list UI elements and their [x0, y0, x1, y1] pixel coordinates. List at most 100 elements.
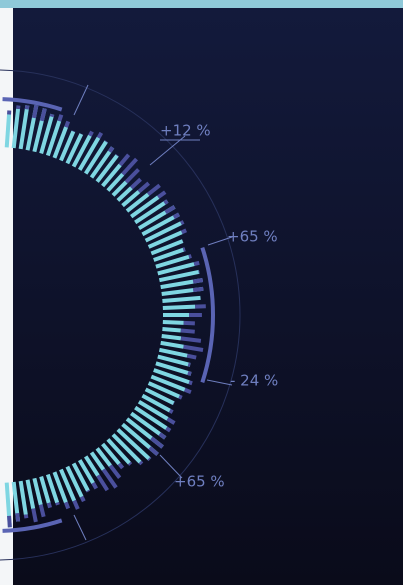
bar-outer: [187, 371, 192, 376]
bar-inner: [125, 192, 150, 213]
bar-inner: [121, 190, 141, 208]
bar-outer: [46, 502, 52, 509]
bar-outer: [180, 228, 188, 235]
bar-inner: [45, 120, 62, 157]
annotation: - 24 %: [230, 372, 278, 390]
bar-inner: [147, 381, 181, 399]
bar-inner: [144, 221, 182, 243]
bar-outer: [146, 183, 161, 196]
bar-outer: [180, 328, 195, 334]
bar-outer: [64, 120, 71, 128]
left-strip: [0, 8, 13, 585]
bar-inner: [106, 172, 125, 192]
leader-line: [159, 454, 183, 479]
bar-outer: [96, 474, 109, 492]
bar-outer: [72, 499, 80, 510]
annotation: +12 %: [160, 122, 211, 140]
bar-inner: [162, 304, 196, 310]
bar-inner: [52, 471, 68, 504]
bar-inner: [162, 320, 184, 325]
bar-outer: [166, 417, 176, 425]
bar-inner: [162, 326, 181, 333]
bar-inner: [111, 433, 142, 464]
bar-outer: [137, 181, 151, 194]
bar-inner: [89, 146, 115, 179]
annotation: +65 %: [227, 228, 278, 246]
bar-outer: [88, 130, 94, 137]
leader-line: [73, 514, 87, 541]
bar-outer: [101, 468, 118, 489]
bar-inner: [158, 269, 200, 283]
bar-outer: [107, 146, 115, 153]
bar-inner: [45, 473, 60, 504]
bar-outer: [31, 104, 39, 119]
bar-inner: [147, 230, 183, 249]
bar-outer: [158, 432, 167, 440]
bar-outer: [24, 105, 30, 110]
bar-inner: [155, 361, 192, 376]
bar-inner: [150, 239, 184, 256]
bar-inner: [18, 105, 30, 150]
bar-outer: [130, 177, 142, 190]
bar-inner: [89, 451, 106, 471]
bar-outer: [184, 387, 192, 395]
bar-outer: [157, 190, 167, 199]
bar-outer: [187, 362, 191, 367]
bar-inner: [65, 465, 84, 498]
bar-inner: [101, 442, 121, 466]
bar-outer: [64, 501, 71, 510]
bar-inner: [39, 113, 55, 155]
bar-outer: [31, 508, 38, 523]
bar-outer: [193, 260, 200, 267]
bar-inner: [155, 254, 190, 269]
outer-ring: [0, 69, 241, 561]
bar-outer: [39, 108, 47, 122]
bar-outer: [96, 131, 104, 139]
radial-bars: [4, 104, 206, 528]
bar-inner: [162, 295, 201, 304]
bar-outer: [7, 515, 12, 528]
bar-outer: [86, 489, 91, 493]
bar-inner: [71, 462, 90, 492]
bar-outer: [192, 286, 204, 293]
bar-outer: [163, 199, 169, 205]
bar-inner: [161, 333, 182, 341]
bar-inner: [39, 475, 51, 504]
bar-inner: [32, 477, 43, 506]
leader-line: [206, 379, 233, 386]
bar-outer: [147, 456, 152, 461]
bar-outer: [108, 464, 122, 479]
bar-inner: [141, 212, 180, 237]
bar-inner: [83, 140, 109, 175]
bar-inner: [111, 180, 128, 197]
bar-outer: [23, 514, 29, 519]
bar-outer: [188, 254, 192, 259]
bar-outer: [138, 460, 144, 466]
leader-line: [73, 84, 89, 116]
leader-line: [149, 135, 186, 166]
bar-inner: [157, 354, 191, 367]
bar-inner: [160, 340, 184, 349]
bar-inner: [65, 133, 84, 165]
bar-outer: [186, 353, 197, 360]
bar-inner: [158, 347, 188, 358]
bar-inner: [157, 262, 195, 276]
bar-inner: [95, 447, 112, 467]
bar-inner: [134, 405, 168, 430]
bar-outer: [192, 278, 204, 284]
bar-inner: [11, 108, 21, 149]
bar-outer: [178, 394, 183, 400]
bar-inner: [153, 368, 190, 385]
bar-outer: [127, 461, 133, 466]
bar-inner: [141, 393, 171, 413]
leaders: [73, 84, 233, 541]
bar-outer: [55, 502, 60, 506]
arc-segments: [2, 97, 215, 533]
bar-outer: [150, 436, 164, 449]
bar-inner: [95, 154, 119, 183]
bar-outer: [164, 205, 176, 215]
bar-inner: [150, 374, 186, 392]
bar-outer: [180, 336, 202, 343]
